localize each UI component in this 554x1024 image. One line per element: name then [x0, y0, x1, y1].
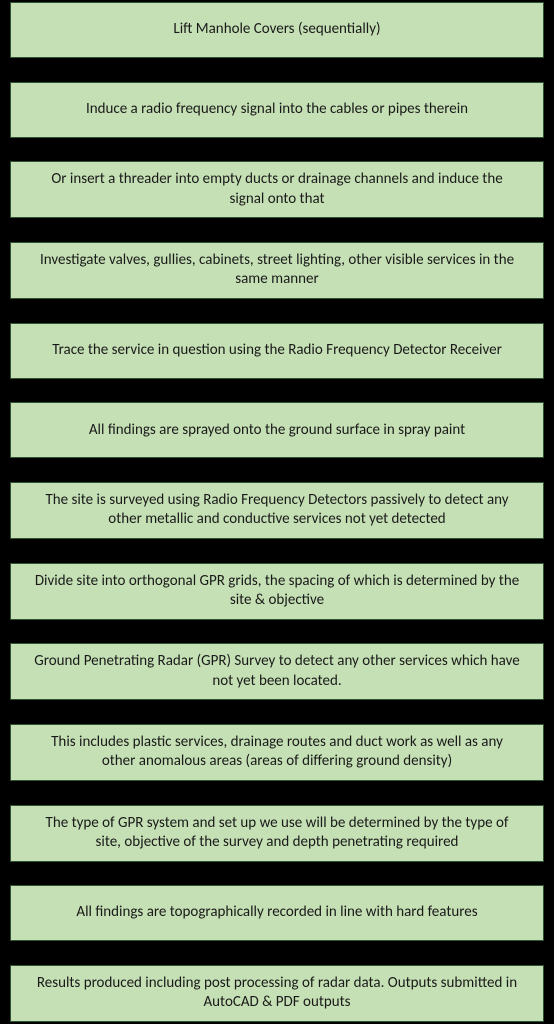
step-label: All findings are sprayed onto the ground… [89, 421, 465, 441]
step-label: This includes plastic services, drainage… [33, 733, 521, 772]
flow-step: This includes plastic services, drainage… [10, 724, 544, 781]
flow-step: The type of GPR system and set up we use… [10, 805, 544, 862]
step-label: Investigate valves, gullies, cabinets, s… [33, 251, 521, 290]
flow-step: The site is surveyed using Radio Frequen… [10, 482, 544, 539]
flow-step: All findings are topographically recorde… [10, 885, 544, 941]
flow-step: Or insert a threader into empty ducts or… [10, 161, 544, 218]
step-label: All findings are topographically recorde… [76, 903, 477, 923]
flow-step: Induce a radio frequency signal into the… [10, 82, 544, 138]
step-label: The type of GPR system and set up we use… [33, 814, 521, 853]
step-label: Trace the service in question using the … [52, 341, 502, 361]
flow-step: Trace the service in question using the … [10, 323, 544, 379]
step-label: Lift Manhole Covers (sequentially) [173, 20, 380, 40]
step-label: Ground Penetrating Radar (GPR) Survey to… [33, 652, 521, 691]
flow-step: Divide site into orthogonal GPR grids, t… [10, 563, 544, 620]
step-label: Or insert a threader into empty ducts or… [33, 170, 521, 209]
step-label: Results produced including post processi… [33, 974, 521, 1013]
flow-step: Investigate valves, gullies, cabinets, s… [10, 242, 544, 299]
flow-step: Lift Manhole Covers (sequentially) [10, 2, 544, 58]
step-label: The site is surveyed using Radio Frequen… [33, 491, 521, 530]
step-label: Induce a radio frequency signal into the… [86, 100, 468, 120]
flow-step: All findings are sprayed onto the ground… [10, 402, 544, 458]
flow-step: Ground Penetrating Radar (GPR) Survey to… [10, 643, 544, 700]
step-label: Divide site into orthogonal GPR grids, t… [33, 572, 521, 611]
flow-step: Results produced including post processi… [10, 965, 544, 1022]
